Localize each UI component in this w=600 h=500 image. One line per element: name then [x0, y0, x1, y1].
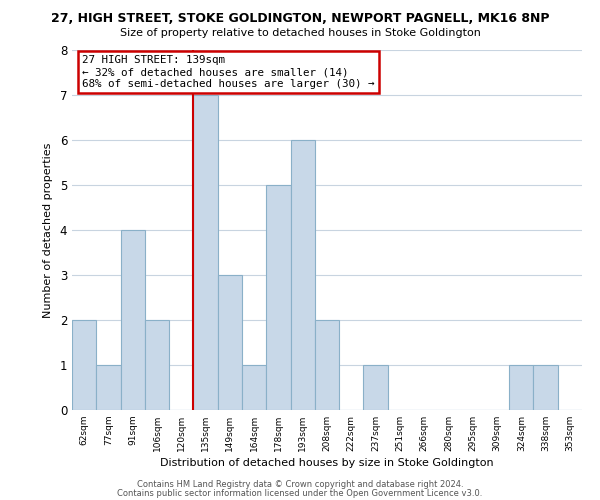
- X-axis label: Distribution of detached houses by size in Stoke Goldington: Distribution of detached houses by size …: [160, 458, 494, 468]
- Bar: [96, 365, 121, 410]
- Text: Size of property relative to detached houses in Stoke Goldington: Size of property relative to detached ho…: [119, 28, 481, 38]
- Bar: [242, 365, 266, 410]
- Bar: [509, 365, 533, 410]
- Bar: [218, 275, 242, 410]
- Text: 27, HIGH STREET, STOKE GOLDINGTON, NEWPORT PAGNELL, MK16 8NP: 27, HIGH STREET, STOKE GOLDINGTON, NEWPO…: [51, 12, 549, 26]
- Bar: [121, 230, 145, 410]
- Bar: [193, 95, 218, 410]
- Text: Contains public sector information licensed under the Open Government Licence v3: Contains public sector information licen…: [118, 488, 482, 498]
- Bar: [72, 320, 96, 410]
- Text: Contains HM Land Registry data © Crown copyright and database right 2024.: Contains HM Land Registry data © Crown c…: [137, 480, 463, 489]
- Text: 27 HIGH STREET: 139sqm
← 32% of detached houses are smaller (14)
68% of semi-det: 27 HIGH STREET: 139sqm ← 32% of detached…: [82, 56, 374, 88]
- Bar: [266, 185, 290, 410]
- Bar: [533, 365, 558, 410]
- Bar: [290, 140, 315, 410]
- Y-axis label: Number of detached properties: Number of detached properties: [43, 142, 53, 318]
- Bar: [315, 320, 339, 410]
- Bar: [364, 365, 388, 410]
- Bar: [145, 320, 169, 410]
